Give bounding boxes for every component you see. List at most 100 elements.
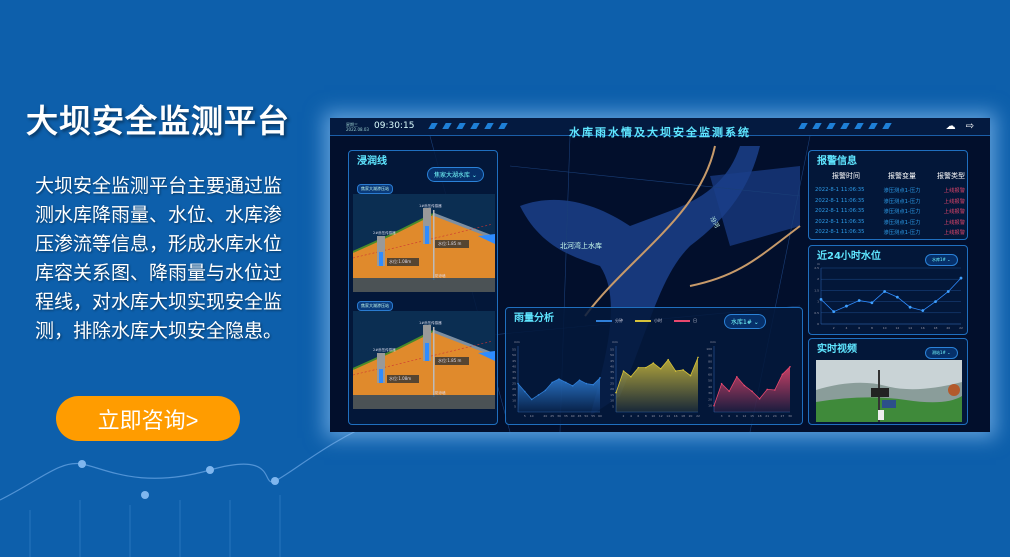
data-point — [585, 382, 588, 385]
y-tick-label: 2 — [817, 277, 819, 281]
data-point — [517, 382, 519, 385]
data-point — [857, 299, 861, 302]
alarm-row[interactable]: 2022-8-1 11:06:35 渗压测点1-压力 上线报警 — [815, 187, 965, 195]
weather-cloud-icon: ☁ — [945, 121, 956, 132]
data-point — [622, 370, 625, 372]
y-tick-label: 40 — [512, 364, 516, 368]
x-tick-label: 10 — [651, 414, 655, 418]
x-tick-label: 20 — [543, 414, 547, 418]
x-tick-label: 21 — [765, 414, 769, 418]
y-tick-label: 35 — [610, 370, 614, 374]
consult-now-button[interactable]: 立即咨询> — [56, 396, 240, 441]
series-line — [615, 357, 699, 393]
y-tick-label: 45 — [610, 359, 614, 363]
x-tick-label: 6 — [637, 414, 639, 418]
x-tick-label: 20 — [946, 326, 950, 330]
x-tick-label: 30 — [788, 414, 792, 418]
cutoff-wall-label: 防渗墙 — [435, 391, 446, 395]
x-tick-label: 35 — [564, 414, 568, 418]
data-point — [659, 367, 662, 370]
station-select[interactable]: 测站1# ⌄ — [925, 347, 958, 359]
data-point — [758, 398, 761, 400]
series-line — [820, 277, 962, 313]
y-tick-label: 0 — [817, 322, 819, 326]
y-unit-label: mm — [710, 340, 716, 344]
x-tick-label: 16 — [674, 414, 678, 418]
y-tick-label: 100 — [706, 347, 712, 351]
data-point — [689, 374, 692, 377]
x-tick-label: 30 — [557, 414, 561, 418]
y-tick-label: 1 — [817, 300, 819, 304]
water-level-chart: m 0 0.5 1 1.5 2 2.5 2 4 6 8 10 12 14 16 18 20 22 — [814, 262, 963, 330]
data-point — [959, 276, 963, 280]
alarm-title: 报警信息 — [817, 156, 857, 167]
alarm-row[interactable]: 2022-8-1 11:06:35 渗压测点1-压力 上线报警 — [815, 229, 965, 237]
system-title: 水库雨水情及大坝安全监测系统 — [569, 126, 751, 139]
series-area — [518, 377, 600, 412]
water-level-reading-1: 水位:1.85 m — [438, 358, 462, 363]
series-area — [714, 366, 790, 412]
data-point — [615, 391, 617, 394]
y-tick-label: 10 — [708, 404, 712, 408]
logout-icon[interactable]: ⇨ — [965, 121, 974, 132]
y-tick-label: 5 — [612, 404, 614, 408]
x-tick-label: 20 — [689, 414, 693, 418]
data-point — [921, 309, 925, 312]
dam-cross-section — [353, 311, 495, 409]
x-tick-label: 40 — [571, 414, 575, 418]
y-tick-label: 40 — [610, 364, 614, 368]
data-point — [751, 390, 753, 393]
x-tick-label: 3 — [721, 414, 723, 418]
y-tick-label: 20 — [610, 387, 614, 391]
y-unit-label: m — [817, 262, 820, 266]
alarm-row[interactable]: 2022-8-1 11:06:35 渗压测点1-压力 上线报警 — [815, 197, 965, 205]
y-tick-label: 25 — [512, 382, 516, 386]
data-point — [571, 385, 574, 387]
y-tick-label: 35 — [512, 370, 516, 374]
seepage-title: 浸润线 — [357, 156, 387, 167]
x-tick-label: 6 — [728, 414, 730, 418]
y-tick-label: 70 — [708, 366, 712, 370]
y-tick-label: 20 — [708, 397, 712, 401]
x-tick-label: 8 — [871, 326, 873, 330]
x-tick-label: 18 — [934, 326, 938, 330]
water-level-chart: m 0 0.5 1 1.5 2 2.5 2 4 6 8 10 12 14 16 18 20 22 — [814, 262, 963, 330]
x-tick-label: 12 — [742, 414, 746, 418]
data-point — [645, 366, 647, 369]
data-point — [674, 370, 677, 372]
x-tick-label: 22 — [696, 414, 700, 418]
video-feed[interactable] — [816, 360, 962, 422]
seepage-panel: 浸润线 焦家大湖水库 ⌄ 焦家大湖渗压站 2#渗压传感器 1#渗压传感器 水位:… — [348, 150, 498, 425]
station-tag: 焦家大湖渗压站 — [357, 301, 393, 311]
legend-hour: 小时 — [635, 318, 662, 324]
dam-cross-section — [353, 194, 495, 292]
water-level-reading-1: 水位:1.85 m — [438, 241, 462, 246]
data-point — [845, 304, 848, 308]
y-tick-label: 50 — [610, 353, 614, 357]
data-point — [883, 290, 887, 293]
data-point — [870, 301, 874, 305]
x-tick-label: 22 — [959, 326, 963, 330]
data-point — [934, 300, 937, 303]
rain-reservoir-select[interactable]: 水库1# ⌄ — [724, 314, 766, 329]
alarm-table-header: 报警时间 报警变量 报警类型 — [832, 172, 965, 180]
y-tick-label: 30 — [610, 376, 614, 380]
reservoir-select[interactable]: 焦家大湖水库 ⌄ — [427, 167, 484, 182]
legend-day: 日 — [674, 318, 697, 324]
y-tick-label: 10 — [512, 399, 516, 403]
alarm-row[interactable]: 2022-8-1 11:06:35 渗压测点1-压力 上线报警 — [815, 218, 965, 226]
data-point — [728, 390, 730, 393]
water-level-select[interactable]: 水库1# ⌄ — [925, 254, 958, 266]
y-tick-label: 30 — [512, 376, 516, 380]
x-tick-label: 55 — [591, 414, 595, 418]
alarm-row[interactable]: 2022-8-1 11:06:35 渗压测点1-压力 上线报警 — [815, 208, 965, 216]
map-reservoir-label: 北河湾上水库 — [560, 241, 602, 250]
data-point — [578, 379, 581, 381]
y-tick-label: 1.5 — [814, 288, 819, 292]
data-point — [592, 383, 594, 386]
